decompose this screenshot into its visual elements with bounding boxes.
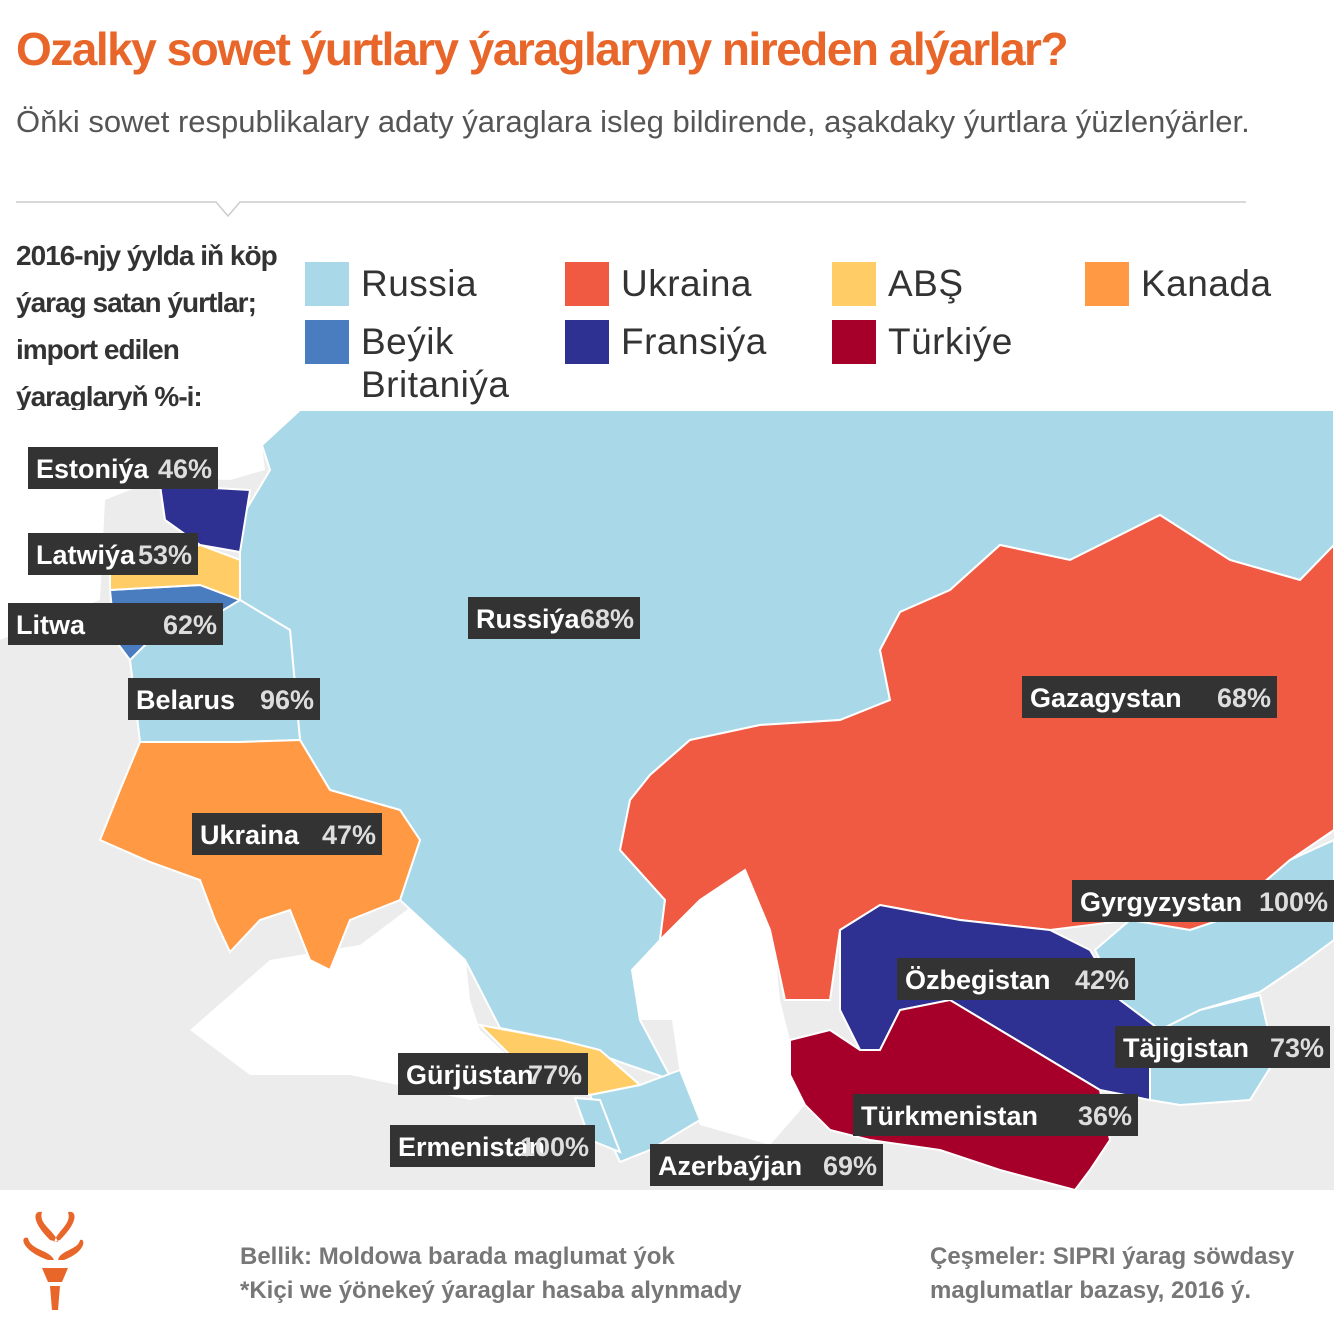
country-share: 77% <box>528 1060 582 1090</box>
legend-swatch <box>832 262 876 306</box>
country-name: Gyrgyzystan <box>1080 887 1242 917</box>
country-name: Gazagystan <box>1030 683 1182 713</box>
country-share: 53% <box>138 540 192 570</box>
country-share: 36% <box>1078 1101 1132 1131</box>
country-share: 68% <box>580 604 634 634</box>
label-box <box>897 958 1135 1000</box>
legend-item: Türkiýe <box>832 320 1058 364</box>
legend-item: Kanada <box>1085 262 1311 306</box>
label-box <box>650 1144 883 1186</box>
country-name: Gürjüstan <box>406 1060 534 1090</box>
country-name: Täjigistan <box>1123 1033 1249 1063</box>
label-box <box>28 447 218 489</box>
legend-label: Fransiýa <box>621 321 767 362</box>
label-box <box>853 1094 1138 1136</box>
country-share: 47% <box>322 820 376 850</box>
label-box <box>390 1125 595 1167</box>
country-share: 100% <box>1259 887 1328 917</box>
country-name: Ukraina <box>200 820 300 850</box>
sea <box>190 900 540 1100</box>
legend-label: Kanada <box>1141 263 1272 304</box>
legend-label: Ukraina <box>621 263 752 304</box>
legend-item: Ukraina <box>565 262 791 306</box>
label-box <box>1115 1026 1330 1068</box>
country-name: Latwiýa <box>36 540 136 570</box>
note: *Kiçi we ýönekeý ýaraglar hasaba alynmad… <box>240 1277 742 1304</box>
legend-item: Russia <box>305 262 531 306</box>
legend-swatch <box>305 320 349 364</box>
legend-swatch <box>305 262 349 306</box>
country-name: Ermenistan <box>398 1132 545 1162</box>
source: Çeşmeler: SIPRI ýarag söwdasy maglumatla… <box>930 1243 1295 1304</box>
country-name: Estoniýa <box>36 454 150 484</box>
legend-label: Türkiýe <box>888 321 1013 362</box>
legend-heading: 2016-njy ýylda iň köp ýarag satan ýurtla… <box>16 240 278 412</box>
subtitle: Öňki sowet respublikalary adaty ýaraglar… <box>16 104 1250 139</box>
label-box <box>8 603 223 645</box>
label-box <box>28 533 198 575</box>
country-name: Azerbaýjan <box>658 1151 802 1181</box>
country-name: Litwa <box>16 610 86 640</box>
label-box <box>1022 676 1277 718</box>
legend-item: ABŞ <box>832 262 1058 306</box>
country-name: Russiýa <box>476 604 581 634</box>
country-share: 62% <box>163 610 217 640</box>
country-share: 100% <box>520 1132 589 1162</box>
country-share: 46% <box>158 454 212 484</box>
label-box <box>1072 880 1334 922</box>
legend-swatch <box>565 320 609 364</box>
country-share: 73% <box>1270 1033 1324 1063</box>
country-share: 96% <box>260 685 314 715</box>
map: Estoniýa 46% Latwiýa 53% Litwa 62% Belarus 96% R… <box>0 410 1334 1190</box>
country-share: 69% <box>823 1151 877 1181</box>
label-box <box>192 813 382 855</box>
title: Ozalky sowet ýurtlary ýaraglaryny nirede… <box>16 23 1069 75</box>
logo <box>23 1211 84 1310</box>
sea <box>632 870 805 1145</box>
legend-swatch <box>565 262 609 306</box>
label-box <box>128 678 320 720</box>
legend-item: Fransiýa <box>565 320 791 364</box>
divider <box>16 201 1246 218</box>
label-box <box>398 1053 588 1095</box>
legend-label: ABŞ <box>888 263 964 304</box>
legend-swatch <box>832 320 876 364</box>
country-name: Türkmenistan <box>861 1101 1038 1131</box>
legend-label: Beýik Britaniýa <box>361 321 510 405</box>
country-shape <box>158 483 252 554</box>
country-share: 42% <box>1075 965 1129 995</box>
legend-label: Russia <box>361 263 478 304</box>
legend-swatch <box>1085 262 1129 306</box>
label-box <box>468 597 640 639</box>
note: Bellik: Moldowa barada maglumat ýok <box>240 1243 675 1270</box>
legend-item: Beýik Britaniýa <box>305 320 531 406</box>
country-name: Özbegistan <box>905 965 1051 995</box>
country-share: 68% <box>1217 683 1271 713</box>
country-name: Belarus <box>136 685 235 715</box>
